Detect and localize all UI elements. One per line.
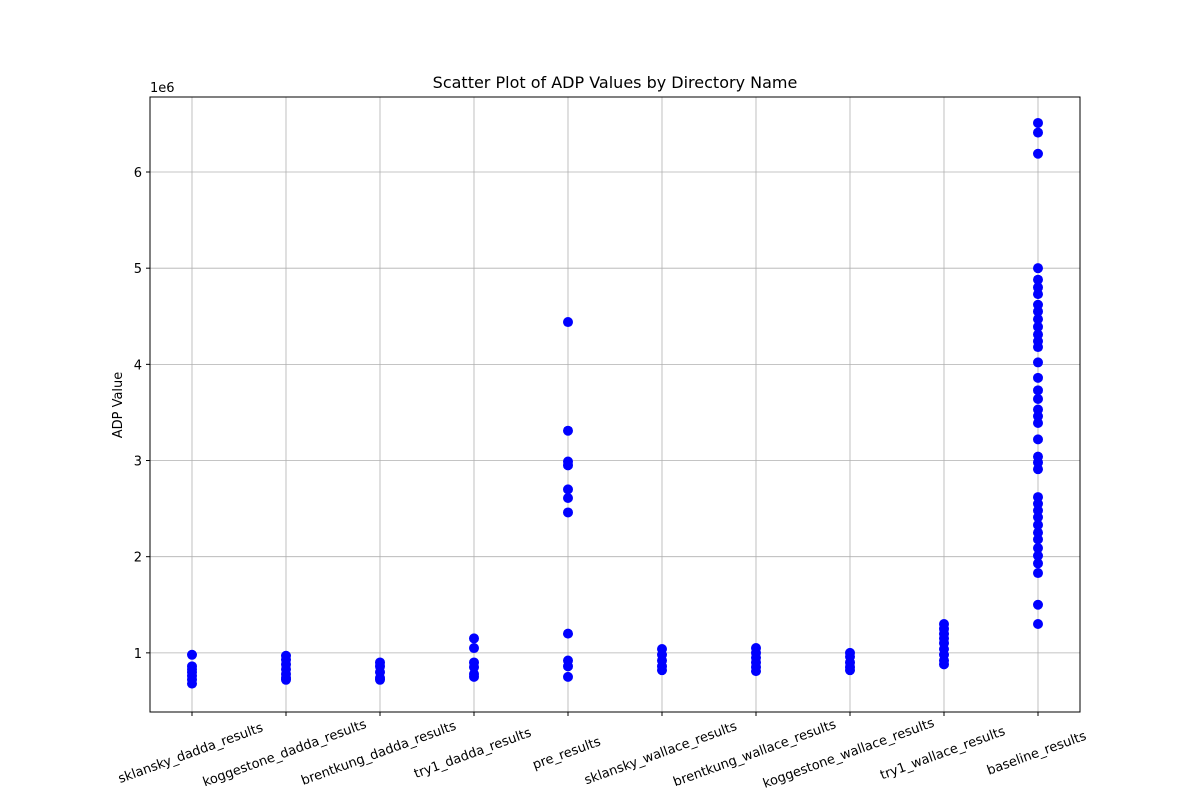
scatter-point [1033,534,1043,545]
y-tick-label: 2 [134,551,142,566]
scatter-point [751,666,761,677]
scatter-point [375,674,385,685]
scatter-point [563,493,573,504]
scatter-point [1033,263,1043,274]
scatter-point [563,484,573,495]
y-tick-label: 3 [134,455,142,470]
scatter-point [1033,274,1043,285]
scatter-point [1033,418,1043,429]
scatter-point [469,671,479,682]
scatter-point [1033,357,1043,368]
scatter-point [1033,543,1043,554]
scatter-point [1033,519,1043,530]
y-axis-label: ADP Value [111,372,126,439]
scatter-point [1033,434,1043,445]
scatter-point [563,507,573,518]
y-offset-label: 1e6 [150,81,175,96]
scatter-point [563,661,573,672]
chart-title: Scatter Plot of ADP Values by Directory … [433,73,798,92]
scatter-point [657,665,667,676]
y-tick-label: 4 [134,358,142,373]
scatter-point [187,678,197,689]
scatter-point [1033,289,1043,300]
scatter-point [1033,127,1043,138]
scatter-point [1033,342,1043,353]
plot-frame [149,96,1081,713]
scatter-point [563,628,573,639]
scatter-point [1033,372,1043,383]
scatter-point [1033,148,1043,159]
scatter-point [469,643,479,654]
scatter-point [1033,321,1043,332]
scatter-point [563,317,573,328]
scatter-point [1033,568,1043,579]
y-tick-label: 6 [134,166,142,181]
scatter-point [187,649,197,660]
scatter-point [469,633,479,644]
y-tick-label: 5 [134,262,142,277]
scatter-point [845,665,855,676]
scatter-point [563,425,573,436]
scatter-point [1033,558,1043,569]
scatter-point [1033,464,1043,475]
scatter-point [1033,599,1043,610]
scatter-point [1033,550,1043,561]
scatter-point [1033,619,1043,630]
scatter-point [1033,306,1043,317]
scatter-point [281,674,291,685]
scatter-point [563,460,573,471]
scatter-point [1033,385,1043,396]
scatter-point [1033,512,1043,523]
scatter-point [939,659,949,670]
scatter-point [1033,314,1043,325]
y-tick-label: 1 [134,647,142,662]
scatter-point [563,671,573,682]
scatter-point [1033,393,1043,404]
scatter-point [1033,117,1043,128]
